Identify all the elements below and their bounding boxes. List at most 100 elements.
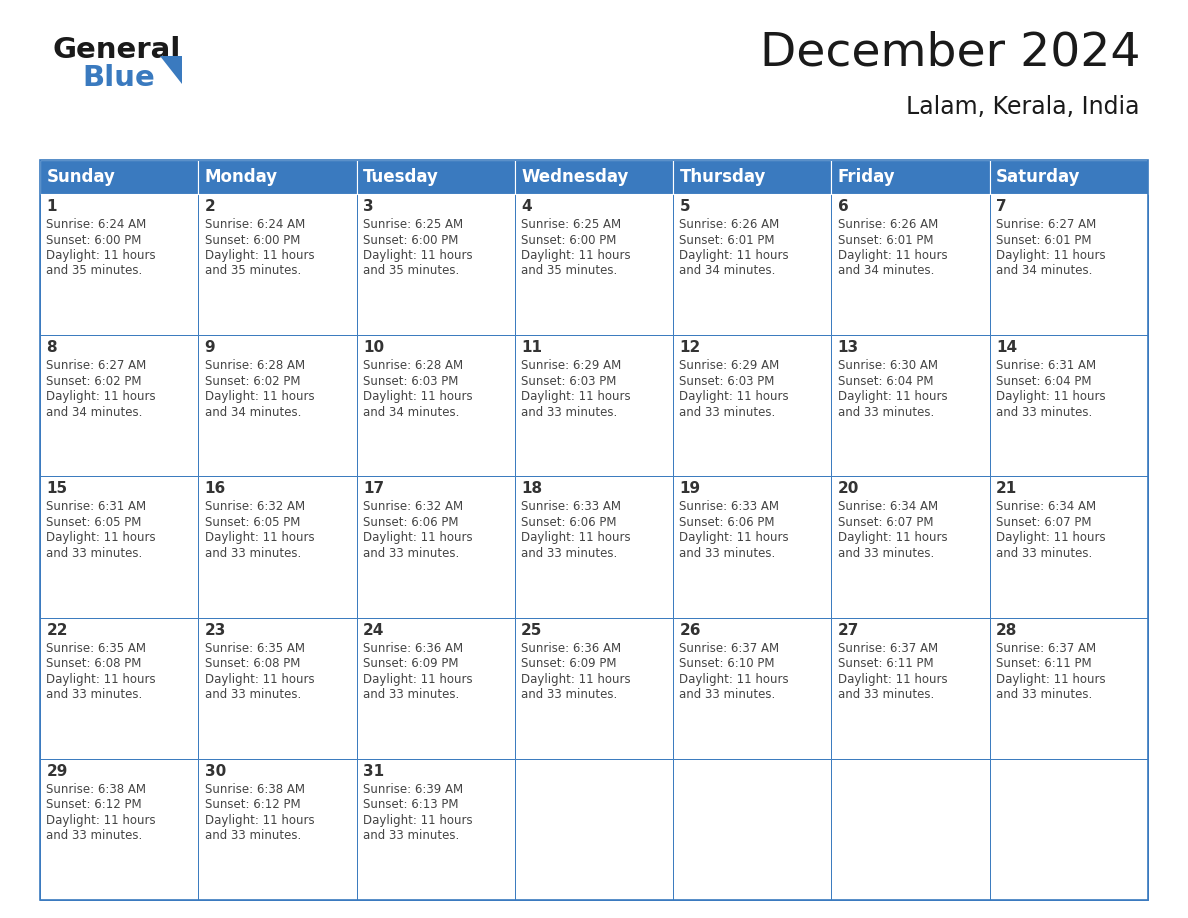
Text: 18: 18	[522, 481, 542, 497]
Bar	[514, 194, 674, 335]
Text: Sunset: 6:04 PM: Sunset: 6:04 PM	[838, 375, 934, 387]
Bar	[990, 618, 1148, 759]
Text: Sunrise: 6:35 AM: Sunrise: 6:35 AM	[46, 642, 146, 655]
Text: 17: 17	[362, 481, 384, 497]
Text: 14: 14	[996, 341, 1017, 355]
Text: and 33 minutes.: and 33 minutes.	[996, 547, 1092, 560]
Bar	[990, 476, 1148, 618]
Text: and 35 minutes.: and 35 minutes.	[522, 264, 618, 277]
Text: Daylight: 11 hours: Daylight: 11 hours	[46, 813, 156, 827]
Text: Sunset: 6:06 PM: Sunset: 6:06 PM	[680, 516, 775, 529]
Bar	[990, 194, 1148, 335]
Text: Daylight: 11 hours: Daylight: 11 hours	[204, 390, 315, 403]
Text: and 33 minutes.: and 33 minutes.	[204, 688, 301, 701]
Text: Sunset: 6:11 PM: Sunset: 6:11 PM	[838, 657, 934, 670]
Text: Daylight: 11 hours: Daylight: 11 hours	[996, 532, 1106, 544]
Text: 28: 28	[996, 622, 1017, 638]
Text: and 33 minutes.: and 33 minutes.	[362, 547, 459, 560]
Text: Sunset: 6:13 PM: Sunset: 6:13 PM	[362, 799, 459, 812]
Text: 27: 27	[838, 622, 859, 638]
Bar	[514, 160, 674, 194]
Text: and 34 minutes.: and 34 minutes.	[362, 406, 460, 419]
Text: Sunset: 6:09 PM: Sunset: 6:09 PM	[362, 657, 459, 670]
Text: Daylight: 11 hours: Daylight: 11 hours	[362, 249, 473, 262]
Text: Daylight: 11 hours: Daylight: 11 hours	[362, 673, 473, 686]
Text: December 2024: December 2024	[759, 30, 1140, 75]
Text: Sunset: 6:01 PM: Sunset: 6:01 PM	[680, 233, 775, 247]
Text: Daylight: 11 hours: Daylight: 11 hours	[996, 390, 1106, 403]
Bar	[674, 160, 832, 194]
Text: Sunset: 6:12 PM: Sunset: 6:12 PM	[46, 799, 141, 812]
Bar	[40, 335, 198, 476]
Bar	[674, 476, 832, 618]
Text: 3: 3	[362, 199, 373, 214]
Text: 7: 7	[996, 199, 1006, 214]
Text: Daylight: 11 hours: Daylight: 11 hours	[996, 249, 1106, 262]
Text: Daylight: 11 hours: Daylight: 11 hours	[522, 532, 631, 544]
Text: Sunset: 6:09 PM: Sunset: 6:09 PM	[522, 657, 617, 670]
Text: and 33 minutes.: and 33 minutes.	[680, 406, 776, 419]
Bar	[356, 194, 514, 335]
Text: 13: 13	[838, 341, 859, 355]
Text: and 35 minutes.: and 35 minutes.	[46, 264, 143, 277]
Text: Sunrise: 6:31 AM: Sunrise: 6:31 AM	[996, 359, 1097, 372]
Text: Sunrise: 6:34 AM: Sunrise: 6:34 AM	[996, 500, 1097, 513]
Bar	[40, 618, 198, 759]
Text: Daylight: 11 hours: Daylight: 11 hours	[838, 390, 947, 403]
Text: Sunrise: 6:30 AM: Sunrise: 6:30 AM	[838, 359, 937, 372]
Text: and 35 minutes.: and 35 minutes.	[362, 264, 459, 277]
Text: Sunrise: 6:27 AM: Sunrise: 6:27 AM	[46, 359, 146, 372]
Text: 24: 24	[362, 622, 384, 638]
Text: Sunrise: 6:32 AM: Sunrise: 6:32 AM	[204, 500, 305, 513]
Text: Wednesday: Wednesday	[522, 168, 628, 186]
Text: and 33 minutes.: and 33 minutes.	[996, 406, 1092, 419]
Text: Sunrise: 6:37 AM: Sunrise: 6:37 AM	[838, 642, 937, 655]
Text: General: General	[52, 36, 181, 64]
Text: 11: 11	[522, 341, 542, 355]
Text: Sunset: 6:06 PM: Sunset: 6:06 PM	[522, 516, 617, 529]
Text: Daylight: 11 hours: Daylight: 11 hours	[680, 390, 789, 403]
Text: Sunrise: 6:33 AM: Sunrise: 6:33 AM	[680, 500, 779, 513]
Bar	[356, 335, 514, 476]
Bar	[356, 160, 514, 194]
Text: Daylight: 11 hours: Daylight: 11 hours	[204, 249, 315, 262]
Text: 4: 4	[522, 199, 532, 214]
Text: Sunrise: 6:38 AM: Sunrise: 6:38 AM	[204, 783, 304, 796]
Bar	[832, 194, 990, 335]
Bar	[198, 618, 356, 759]
Text: Sunrise: 6:36 AM: Sunrise: 6:36 AM	[522, 642, 621, 655]
Bar	[674, 618, 832, 759]
Text: Daylight: 11 hours: Daylight: 11 hours	[838, 673, 947, 686]
Text: Lalam, Kerala, India: Lalam, Kerala, India	[906, 95, 1140, 119]
Text: Sunset: 6:01 PM: Sunset: 6:01 PM	[996, 233, 1092, 247]
Text: and 34 minutes.: and 34 minutes.	[46, 406, 143, 419]
Text: and 33 minutes.: and 33 minutes.	[522, 406, 618, 419]
Text: 23: 23	[204, 622, 226, 638]
Text: and 33 minutes.: and 33 minutes.	[680, 547, 776, 560]
Text: 31: 31	[362, 764, 384, 778]
Text: Sunrise: 6:28 AM: Sunrise: 6:28 AM	[362, 359, 463, 372]
Text: 29: 29	[46, 764, 68, 778]
Text: and 33 minutes.: and 33 minutes.	[838, 688, 934, 701]
Text: 12: 12	[680, 341, 701, 355]
Polygon shape	[160, 56, 182, 84]
Text: Sunday: Sunday	[46, 168, 115, 186]
Text: Sunset: 6:00 PM: Sunset: 6:00 PM	[46, 233, 141, 247]
Bar	[990, 759, 1148, 900]
Text: Daylight: 11 hours: Daylight: 11 hours	[204, 813, 315, 827]
Text: and 33 minutes.: and 33 minutes.	[46, 688, 143, 701]
Text: and 33 minutes.: and 33 minutes.	[46, 547, 143, 560]
Text: Daylight: 11 hours: Daylight: 11 hours	[362, 532, 473, 544]
Text: 8: 8	[46, 341, 57, 355]
Text: Sunset: 6:05 PM: Sunset: 6:05 PM	[204, 516, 301, 529]
Bar	[832, 618, 990, 759]
Text: Daylight: 11 hours: Daylight: 11 hours	[838, 532, 947, 544]
Bar	[832, 476, 990, 618]
Text: Daylight: 11 hours: Daylight: 11 hours	[680, 673, 789, 686]
Text: Sunrise: 6:24 AM: Sunrise: 6:24 AM	[46, 218, 146, 231]
Text: and 34 minutes.: and 34 minutes.	[204, 406, 301, 419]
Bar	[674, 335, 832, 476]
Text: Thursday: Thursday	[680, 168, 766, 186]
Bar	[990, 160, 1148, 194]
Text: Sunrise: 6:38 AM: Sunrise: 6:38 AM	[46, 783, 146, 796]
